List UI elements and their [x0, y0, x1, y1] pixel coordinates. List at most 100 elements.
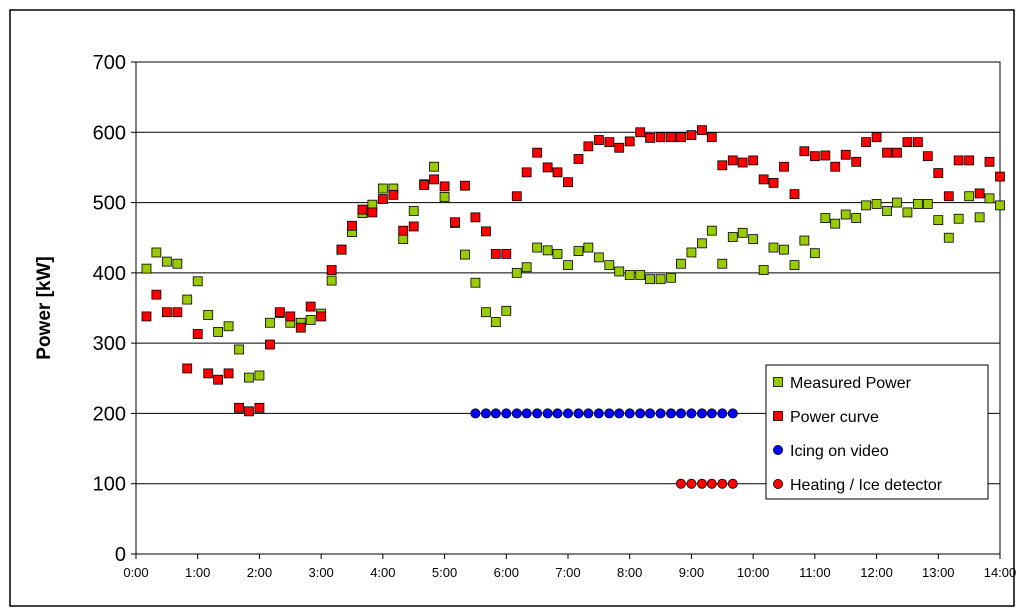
data-point-measured-power: [234, 344, 244, 355]
data-point-power-curve: [182, 363, 193, 374]
legend-marker: [773, 411, 783, 421]
data-point-measured-power: [779, 244, 789, 255]
data-point-measured-power: [697, 238, 707, 249]
data-point-power-curve: [892, 147, 902, 158]
x-tick-label: 1:00: [185, 565, 210, 580]
data-point-power-curve: [542, 162, 553, 173]
data-point-icing-on-video: [614, 408, 625, 419]
data-point-power-curve: [388, 189, 399, 200]
data-point-icing-on-video: [675, 408, 686, 419]
x-tick-label: 3:00: [308, 565, 333, 580]
data-point-measured-power: [861, 200, 871, 211]
data-point-power-curve: [717, 160, 728, 171]
data-point-measured-power: [758, 265, 769, 275]
data-point-power-curve: [316, 311, 327, 322]
data-point-measured-power: [871, 199, 882, 209]
data-point-power-curve: [953, 155, 964, 166]
data-point-power-curve: [203, 368, 214, 379]
data-point-measured-power: [151, 247, 162, 258]
x-tick-label: 9:00: [679, 565, 704, 580]
data-point-measured-power: [583, 242, 594, 253]
data-point-measured-power: [789, 260, 800, 271]
x-tick-label: 11:00: [799, 565, 831, 580]
data-point-power-curve: [192, 329, 203, 339]
data-point-heating-ice-detector: [696, 478, 707, 489]
data-point-measured-power: [768, 242, 779, 253]
data-point-measured-power: [521, 262, 532, 273]
data-point-power-curve: [295, 322, 306, 333]
data-point-icing-on-video: [624, 408, 635, 419]
data-point-measured-power: [254, 370, 265, 381]
data-point-power-curve: [913, 137, 923, 148]
data-point-icing-on-video: [666, 408, 677, 419]
legend-marker: [773, 377, 783, 387]
data-point-measured-power: [326, 275, 337, 286]
x-tick-label: 6:00: [494, 565, 519, 580]
data-point-measured-power: [645, 274, 655, 285]
data-point-power-curve: [676, 132, 686, 143]
data-point-measured-power: [593, 252, 604, 263]
data-point-measured-power: [501, 305, 512, 316]
data-point-measured-power: [429, 161, 439, 172]
data-point-power-curve: [902, 137, 913, 148]
data-point-power-curve: [223, 368, 234, 379]
x-tick-label: 8:00: [617, 565, 642, 580]
x-tick-label: 13:00: [922, 565, 955, 580]
data-point-measured-power: [141, 263, 152, 274]
data-point-power-curve: [141, 311, 152, 322]
data-series: [141, 125, 1005, 489]
data-point-power-curve: [285, 311, 296, 322]
data-point-measured-power: [490, 317, 501, 327]
data-point-power-curve: [357, 204, 368, 215]
data-point-measured-power: [265, 317, 275, 328]
data-point-power-curve: [840, 149, 851, 160]
data-point-power-curve: [697, 125, 707, 136]
data-point-measured-power: [799, 235, 810, 246]
data-point-power-curve: [305, 301, 316, 312]
data-point-measured-power: [964, 191, 975, 202]
data-point-icing-on-video: [645, 408, 656, 419]
data-point-icing-on-video: [552, 408, 563, 419]
data-point-measured-power: [481, 307, 491, 318]
data-point-measured-power: [809, 248, 820, 259]
data-point-icing-on-video: [583, 408, 594, 419]
data-point-icing-on-video: [706, 408, 717, 419]
data-point-measured-power: [192, 276, 203, 287]
data-point-icing-on-video: [470, 408, 481, 419]
data-point-measured-power: [305, 315, 316, 325]
data-point-measured-power: [614, 266, 625, 277]
axes: 0 100 200 300 400 500 600 700 0:00 1:00 2:00 3:00 4:…: [93, 52, 1017, 580]
y-tick-label: 200: [93, 403, 126, 425]
data-point-icing-on-video: [490, 408, 501, 419]
data-point-power-curve: [809, 151, 820, 162]
data-point-measured-power: [892, 197, 902, 208]
data-point-measured-power: [717, 258, 728, 269]
data-point-measured-power: [161, 256, 172, 267]
data-point-power-curve: [943, 191, 954, 202]
data-point-power-curve: [583, 141, 594, 152]
x-tick-label: 14:00: [984, 565, 1017, 580]
data-point-heating-ice-detector: [686, 478, 697, 489]
x-tick-label: 12:00: [860, 565, 893, 580]
data-point-icing-on-video: [686, 408, 697, 419]
data-point-power-curve: [666, 132, 676, 143]
y-tick-label: 0: [115, 544, 126, 566]
legend: Measured Power Power curve Icing on video H…: [765, 364, 989, 500]
data-point-measured-power: [851, 213, 862, 223]
data-point-measured-power: [460, 249, 470, 260]
data-point-icing-on-video: [655, 408, 666, 419]
data-point-power-curve: [234, 402, 244, 413]
data-point-measured-power: [604, 260, 615, 271]
data-point-heating-ice-detector: [717, 478, 728, 489]
data-point-measured-power: [203, 310, 214, 320]
data-point-power-curve: [573, 154, 584, 164]
data-point-measured-power: [706, 225, 717, 236]
data-point-measured-power: [840, 209, 851, 220]
data-point-measured-power: [737, 227, 748, 238]
x-tick-label: 10:00: [737, 565, 770, 580]
y-axis-label: Power [kW]: [34, 256, 55, 359]
data-point-power-curve: [789, 189, 800, 200]
data-point-power-curve: [624, 136, 635, 147]
y-tick-label: 400: [93, 263, 126, 285]
